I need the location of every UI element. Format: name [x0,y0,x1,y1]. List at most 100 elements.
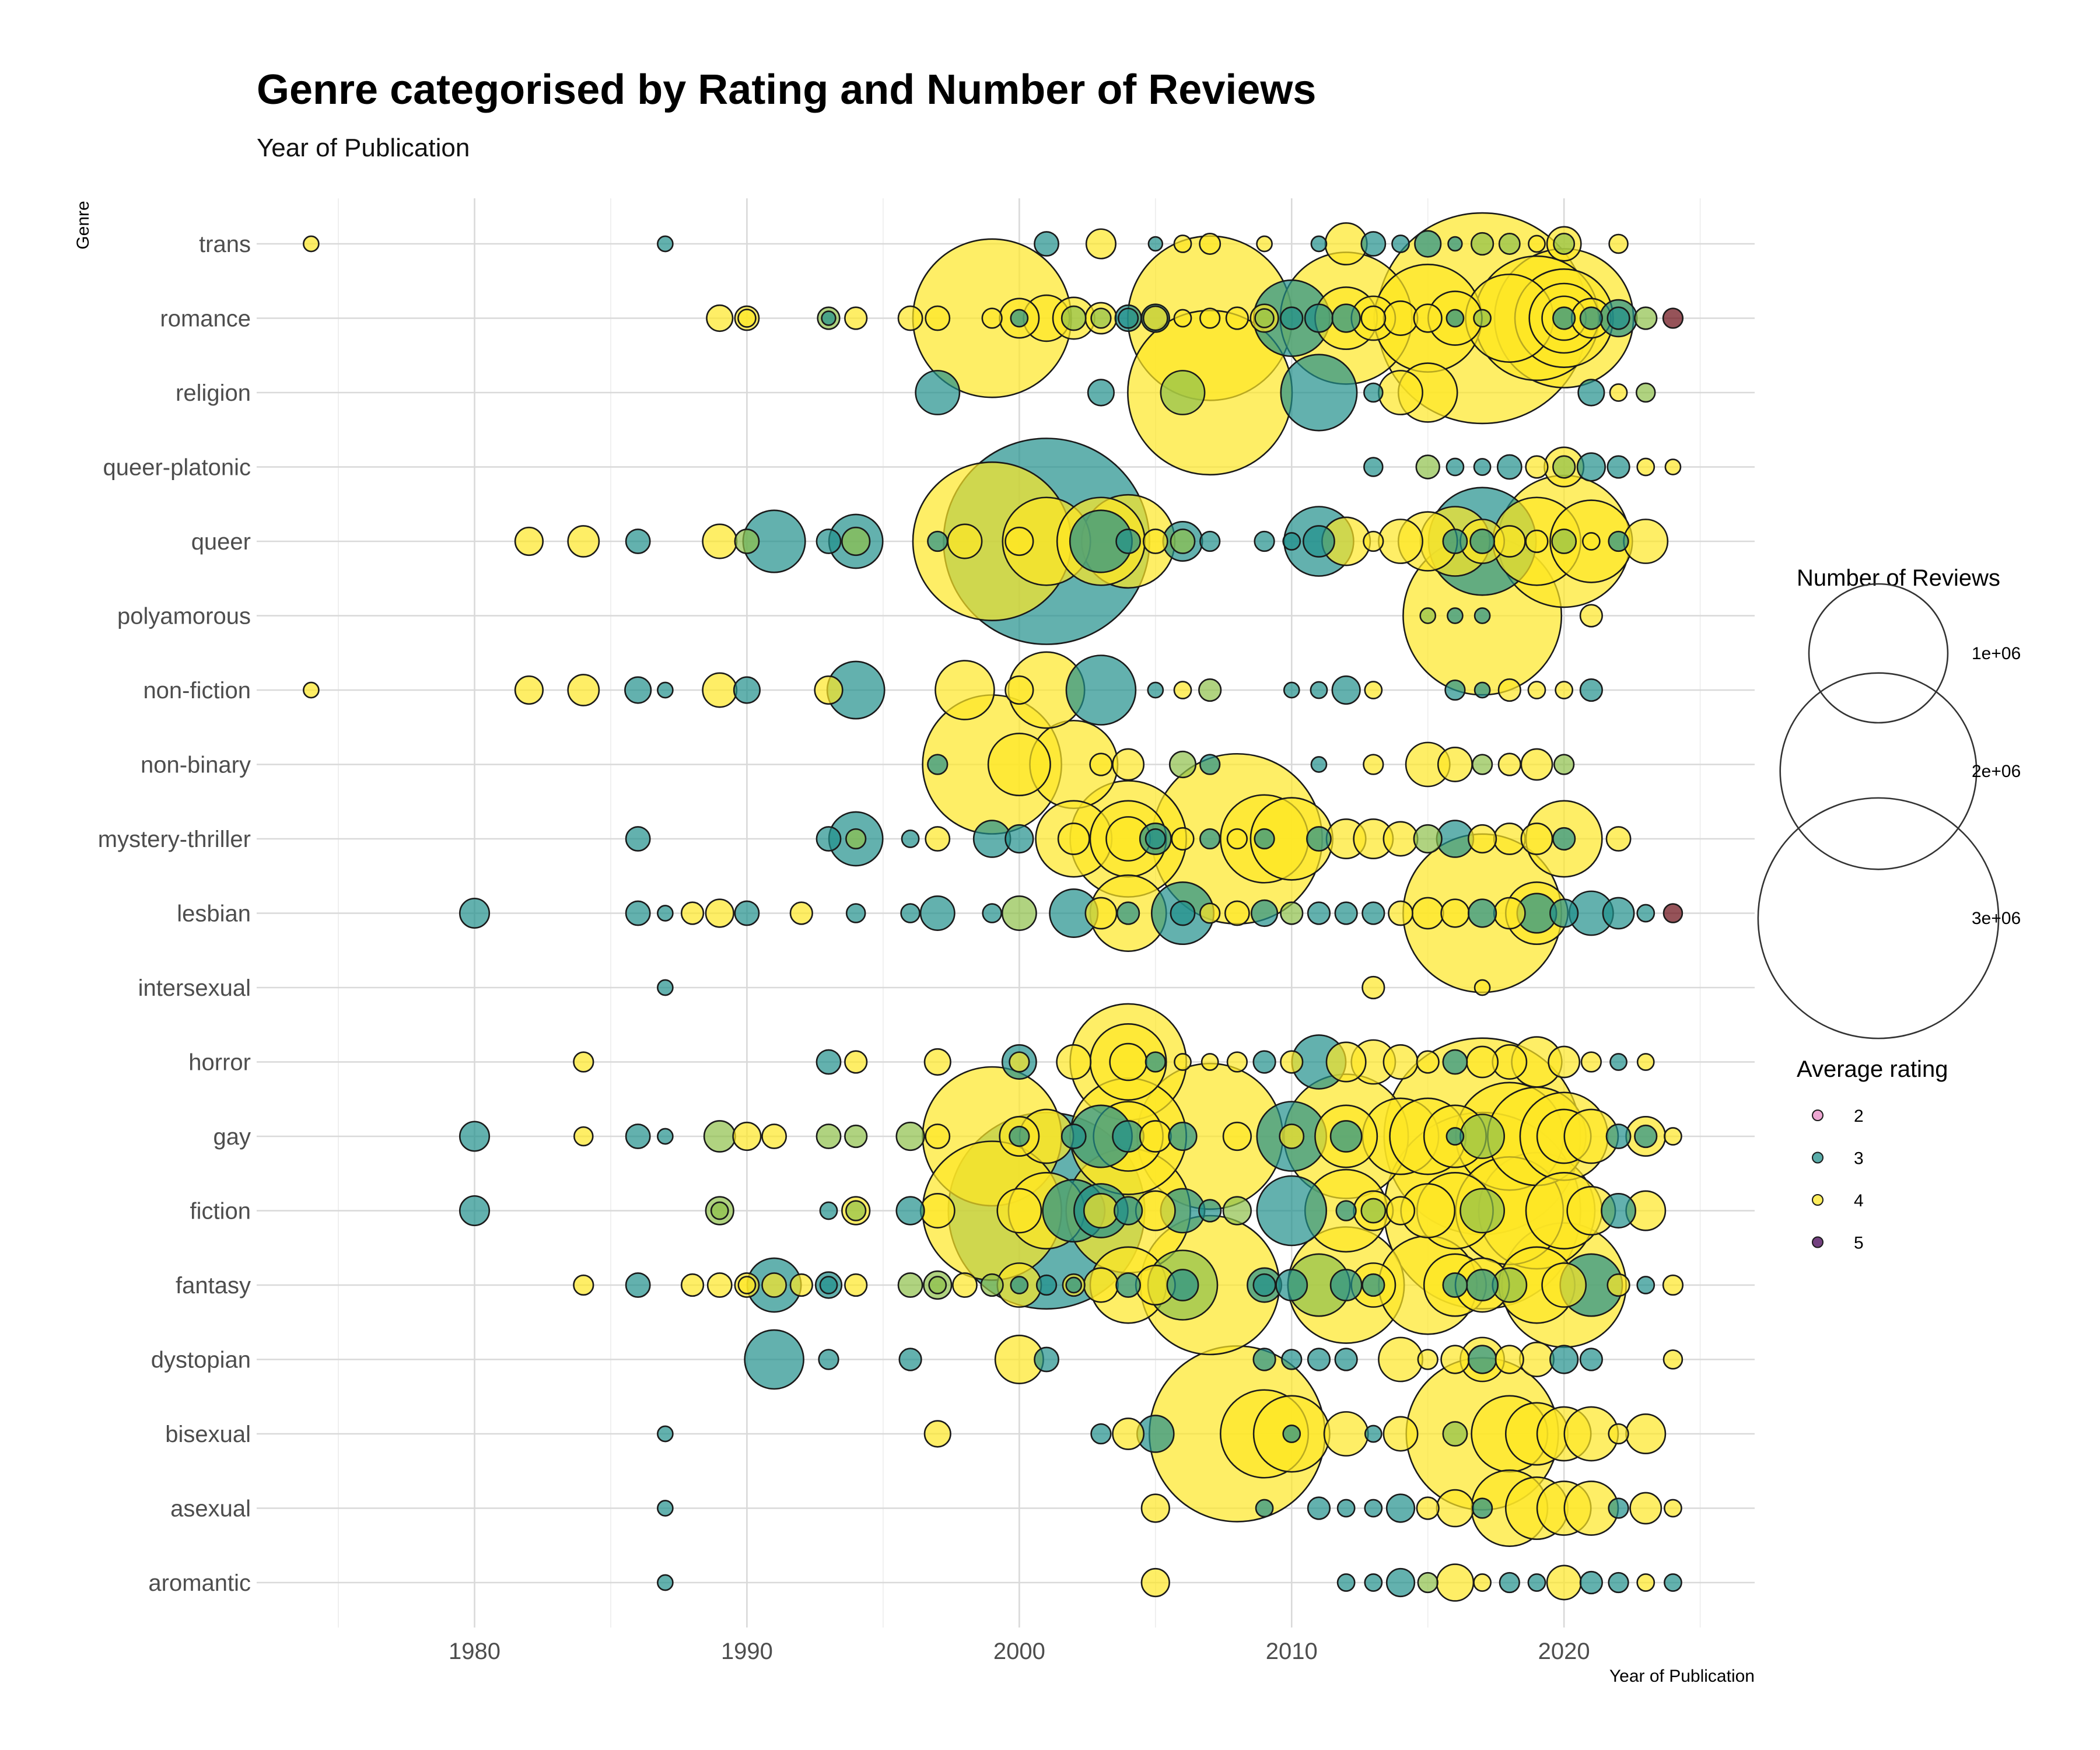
bubble-point [1467,1345,1497,1374]
bubble-point [821,310,836,326]
bubble-point [923,1048,951,1076]
bubble-point [1496,454,1522,480]
bubble-point [1083,1193,1119,1228]
bubble-point [1199,307,1221,329]
bubble-point [1281,1349,1303,1370]
size-legend-label: 1e+06 [1972,644,2021,663]
y-axis-title: Genre [74,201,93,249]
bubble-point [1385,1196,1416,1226]
bubble-point [1225,306,1249,330]
bubble-point [1552,827,1576,851]
y-tick-label: aromantic [148,1570,251,1596]
bubble-point [702,672,738,708]
bubble-point [706,304,734,332]
bubble-point [947,523,983,559]
y-tick-label: mystery-thriller [98,827,251,852]
y-tick-label: queer [191,529,251,555]
bubble-point [925,826,951,852]
bubble-point [1142,305,1168,331]
bubble-point [1609,383,1628,402]
bubble-point [1608,530,1629,552]
bubble-point [816,1049,842,1075]
bubble-point [303,681,320,699]
bubble-point [1413,303,1443,333]
bubble-point [1199,530,1221,552]
bubble-point [1629,1492,1662,1525]
bubble-point [1528,235,1546,253]
bubble-point [1089,752,1113,776]
bubble-point [1362,975,1385,1000]
bubble-point [1009,1125,1030,1147]
bubble-point [1636,457,1656,477]
bubble-point [845,828,867,850]
bubble-point [1546,1564,1582,1601]
bubble-point [1664,1127,1682,1146]
bubble-point [1034,1346,1059,1373]
bubble-point [1579,604,1603,628]
bubble-point [657,1574,674,1591]
bubble-point [657,681,674,699]
y-tick-label: bisexual [165,1422,251,1447]
bubble-point [567,674,600,706]
bubble-point [1527,1573,1546,1592]
bubble-point [844,306,868,330]
bubble-point [737,309,757,328]
bubble-point [1579,1570,1603,1595]
bubble-point [1109,1042,1147,1082]
bubble-point [1605,826,1632,852]
bubble-point [927,530,949,552]
bubble-point [1378,370,1423,415]
bubble-point [1460,1188,1506,1234]
bubble-point [1147,236,1164,252]
bubble-point [1306,826,1332,852]
bubble-point [1664,459,1682,475]
bubble-point [573,1051,594,1073]
bubble-point [1520,822,1553,855]
bubble-point [1362,1273,1385,1297]
bubble-point [1254,828,1275,850]
bubble-point [1198,1199,1222,1223]
bubble-point [1494,1345,1524,1374]
bubble-point [1307,901,1331,925]
bubble-point [680,1273,705,1297]
bubble-point [1419,607,1437,624]
bubble-point [819,1201,838,1220]
bubble-point [1636,1573,1656,1592]
bubble-point [1416,1496,1440,1520]
bubble-point [1112,1120,1145,1153]
bubble-point [1552,455,1576,479]
bubble-point [1222,1121,1252,1152]
bubble-point [1010,309,1029,328]
bubble-point [1085,228,1116,260]
bubble-point [1548,1045,1581,1079]
bubble-point [980,1273,1004,1297]
bubble-point [1541,1262,1587,1308]
bubble-point [303,235,320,253]
bubble-point [1447,607,1464,624]
bubble-point [1466,1269,1499,1301]
bubble-point [1331,303,1361,333]
y-tick-label: queer-platonic [103,455,251,481]
bubble-point [1199,902,1221,924]
bubble-point [1362,901,1385,925]
bubble-point [1662,1274,1684,1296]
bubble-point [1606,1273,1630,1297]
bubble-point [1115,1272,1142,1298]
y-tick-label: polyamorous [117,604,251,629]
bubble-point [1581,532,1601,551]
bubble-point [1336,1499,1356,1518]
bubble-point [680,901,705,925]
bubble-point [1411,897,1444,930]
bubble-point [1635,382,1656,403]
bubble-point [514,526,544,556]
bubble-point [657,1500,674,1517]
bubble-point [734,900,760,926]
color-legend-label: 3 [1854,1149,1864,1168]
bubble-point [1112,1418,1145,1450]
bubble-point [818,1349,839,1370]
bubble-point [657,1128,674,1145]
bubble-point [705,898,734,928]
bubble-point [1608,1497,1629,1519]
bubble-point [1009,1051,1030,1073]
bubble-point [1226,828,1248,850]
